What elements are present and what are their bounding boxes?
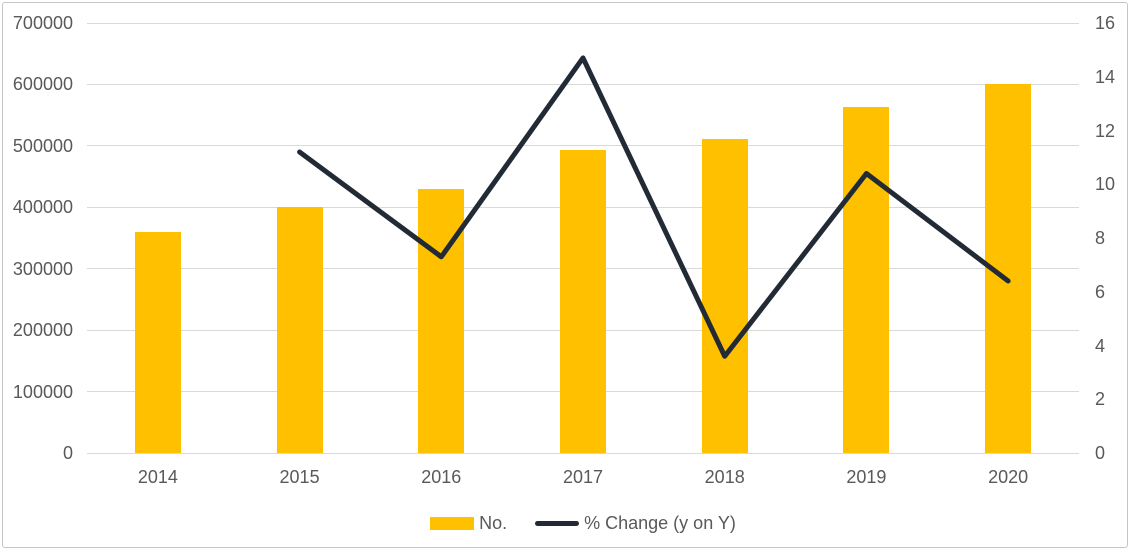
- line-swatch-icon: [535, 521, 580, 526]
- x-axis-tick-label: 2015: [279, 467, 320, 487]
- gridline: [87, 83, 1079, 85]
- bar-2020: [985, 83, 1032, 453]
- x-axis-tick-label: 2020: [988, 467, 1029, 487]
- y-axis-tick-label-right: 14: [1095, 66, 1116, 87]
- y-axis-tick-label-left: 700000: [12, 13, 73, 33]
- gridline: [87, 145, 1079, 147]
- y-axis-tick-label-right: 16: [1095, 13, 1116, 33]
- y-axis-tick-label-right: 10: [1095, 174, 1116, 195]
- y-axis-tick-label-right: 12: [1095, 120, 1116, 141]
- legend: No. % Change (y on Y): [87, 513, 1079, 534]
- bar-2014: [134, 231, 181, 453]
- y-axis-tick-label-left: 600000: [12, 74, 73, 95]
- y-axis-tick-label-left: 0: [62, 443, 73, 463]
- x-axis-tick-label: 2019: [846, 467, 887, 487]
- y-axis-tick-label-left: 100000: [12, 381, 73, 402]
- legend-line-label: % Change (y on Y): [584, 513, 736, 533]
- y-axis-tick-label-left: 400000: [12, 197, 73, 218]
- legend-bar-label: No.: [479, 513, 508, 533]
- y-axis-tick-label-left: 500000: [12, 135, 73, 156]
- bar-swatch-icon: [430, 517, 475, 530]
- y-axis-tick-label-right: 8: [1095, 228, 1106, 248]
- x-axis-tick-label: 2017: [562, 467, 604, 487]
- x-axis-tick-label: 2018: [704, 467, 745, 487]
- y-axis-tick-label-left: 200000: [12, 320, 73, 341]
- bar-2017: [560, 150, 606, 453]
- y-axis-tick-label-right: 0: [1095, 443, 1106, 463]
- x-axis-tick-label: 2016: [421, 467, 462, 487]
- gridline: [87, 22, 1079, 24]
- y-axis-tick-label-right: 4: [1095, 335, 1106, 356]
- x-axis-tick-label: 2014: [137, 467, 178, 487]
- bar-2016: [418, 188, 465, 453]
- gridline: [87, 452, 1079, 454]
- bar-2015: [276, 206, 323, 453]
- y-axis-tick-label-right: 6: [1095, 281, 1106, 302]
- bar-2018: [701, 139, 748, 453]
- legend-item-no: No.: [430, 513, 507, 534]
- y-axis-tick-label-left: 300000: [12, 258, 73, 279]
- bar-2019: [843, 107, 890, 453]
- legend-item-pct-change: % Change (y on Y): [535, 513, 736, 534]
- y-axis-tick-label-right: 2: [1095, 389, 1106, 410]
